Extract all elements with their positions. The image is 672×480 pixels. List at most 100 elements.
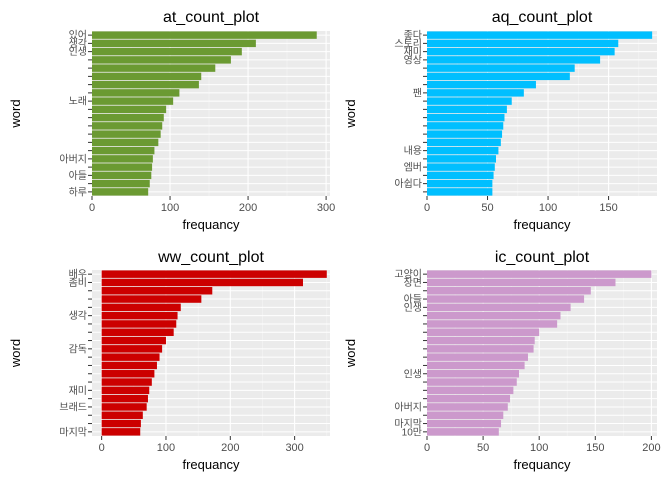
bar [101,394,148,403]
x-tick-label: 50 [477,442,489,454]
category-label: 마지막 [59,426,87,438]
bar [92,56,231,64]
y-axis-title: word [8,339,23,368]
category-label: 아들 [69,170,87,182]
category-label: 아버지 [59,153,87,165]
bar [101,328,174,336]
bar [92,97,174,105]
bar [427,370,519,378]
y-axis-title: word [343,99,358,128]
panel-background [427,31,657,196]
bar [92,39,256,48]
category-label: 있어 [69,30,87,42]
category-label: 노래 [69,96,87,108]
category-label: 팬 [413,87,422,99]
bar [101,287,213,295]
x-tick-label: 0 [424,442,430,454]
bar [427,419,502,428]
category-label: 마지막 [394,418,422,430]
bar [101,378,152,386]
x-tick-label: 0 [424,202,430,214]
x-tick-label: 300 [317,202,335,214]
category-label: 브래드 [59,401,87,413]
x-tick-label: 100 [161,202,179,214]
chart-title: ic_count_plot [495,249,590,266]
bar [101,278,303,287]
x-tick-label: 100 [157,442,175,454]
bar [92,47,242,56]
bar [101,303,181,312]
bar [427,105,507,114]
bar [427,179,493,188]
category-label: 재미 [69,385,87,397]
category-label: 아쉽다 [394,178,422,190]
category-label: 아버지 [394,401,422,413]
bar [427,155,496,163]
x-tick-label: 100 [539,202,557,214]
bar [92,130,161,138]
bar [427,89,524,97]
bar [92,64,216,72]
bar [427,394,511,403]
bar [427,47,615,56]
category-label: 스토리 [394,38,422,50]
chart-panel-ic_count_plot: 0 50 100 150 200고양이장면아들인생인생아버지마지막10만ic_count… [343,249,661,472]
x-axis-title: frequancy [182,217,240,232]
x-tick-label: 100 [530,442,548,454]
bar [427,270,652,278]
bar [427,311,561,320]
bar [427,345,534,353]
bar [101,320,177,328]
bar [427,80,536,89]
category-label: 내용 [404,145,422,157]
category-label: 재미 [404,46,422,58]
bar [92,163,153,171]
bar [427,163,495,171]
bar [101,353,160,361]
bar [427,130,503,138]
category-label: 영상 [404,54,422,66]
bar [427,336,535,345]
category-label: 인생 [404,302,422,314]
bar [101,370,155,378]
bar [427,361,525,370]
bar [101,311,178,320]
bar [92,138,159,147]
category-label: 하루 [69,185,87,198]
panel-background [92,31,330,196]
bar [101,419,141,428]
bar [427,146,499,155]
bar [427,303,571,312]
bar [427,39,619,48]
chart-title: ww_count_plot [157,249,264,266]
x-axis-title: frequancy [182,457,240,472]
bar [92,171,152,180]
category-label: 고양이 [394,269,422,281]
bar [427,113,505,122]
chart-title: at_count_plot [163,9,260,26]
category-label: 장면 [404,277,422,289]
x-tick-label: 300 [285,442,303,454]
bar [427,171,494,180]
bar [92,31,317,39]
x-tick-label: 200 [221,442,239,454]
bar [427,386,514,395]
chart-title: aq_count_plot [492,9,593,26]
category-label: 좋다 [404,30,422,42]
x-axis-title: frequancy [513,217,571,232]
x-tick-label: 200 [239,202,257,214]
category-label: 감독 [69,343,87,355]
category-label: 인생 [69,46,87,58]
bar [427,328,540,336]
bar [427,403,508,411]
bar [427,31,653,39]
category-label: 엠버 [404,162,422,174]
bar [427,56,601,64]
category-label: 생각 [69,310,87,322]
bar [427,428,499,436]
bar [101,295,202,303]
